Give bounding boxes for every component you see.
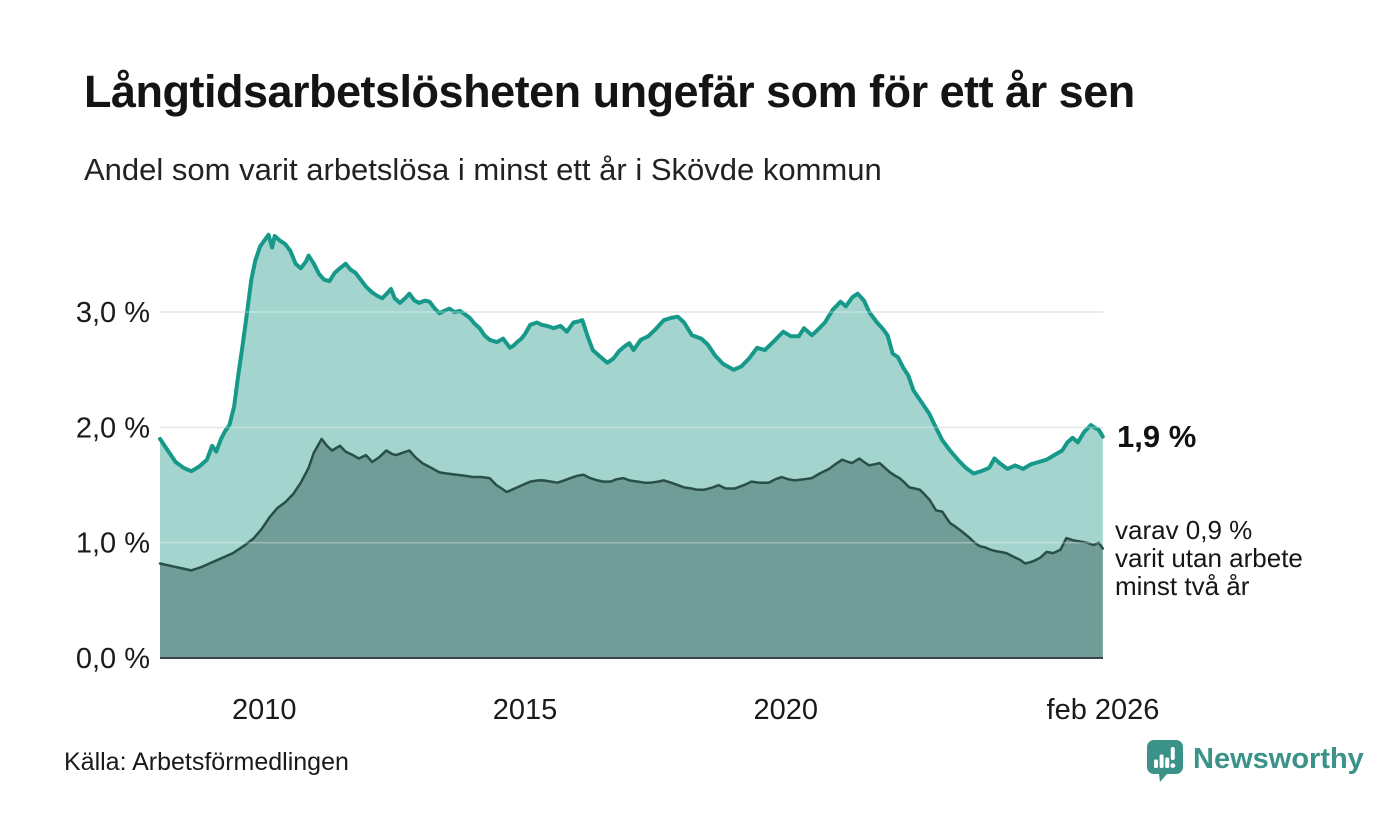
x-axis-tick-label: 2015 <box>493 694 558 726</box>
end-sublabel-line-1: varav 0,9 % <box>1115 515 1253 545</box>
source-label: Källa: Arbetsförmedlingen <box>64 748 349 776</box>
y-axis-tick-label: 3,0 % <box>76 297 150 329</box>
x-axis-tick-label: 2020 <box>754 694 819 726</box>
newsworthy-logo: Newsworthy <box>1147 740 1364 782</box>
y-axis-tick-label: 0,0 % <box>76 643 150 675</box>
end-sublabel-line-3: minst två år <box>1115 571 1250 601</box>
end-value-sublabel: varav 0,9 % varit utan arbete minst två … <box>1115 516 1303 600</box>
series-line-1 <box>158 437 1105 572</box>
newsworthy-logo-icon <box>1147 740 1183 782</box>
chart-title: Långtidsarbetslösheten ungefär som för e… <box>84 66 1135 117</box>
chart-subtitle: Andel som varit arbetslösa i minst ett å… <box>84 152 882 187</box>
newsworthy-logo-text: Newsworthy <box>1193 743 1364 775</box>
x-axis-tick-label: 2010 <box>232 694 297 726</box>
series-line-0 <box>158 232 1105 476</box>
x-axis-tick-label: feb 2026 <box>1047 694 1160 726</box>
end-sublabel-line-2: varit utan arbete <box>1115 543 1303 573</box>
y-axis-tick-label: 1,0 % <box>76 528 150 560</box>
end-value-label: 1,9 % <box>1117 419 1197 454</box>
series-area-1 <box>160 438 1103 658</box>
y-axis-tick-label: 2,0 % <box>76 412 150 444</box>
